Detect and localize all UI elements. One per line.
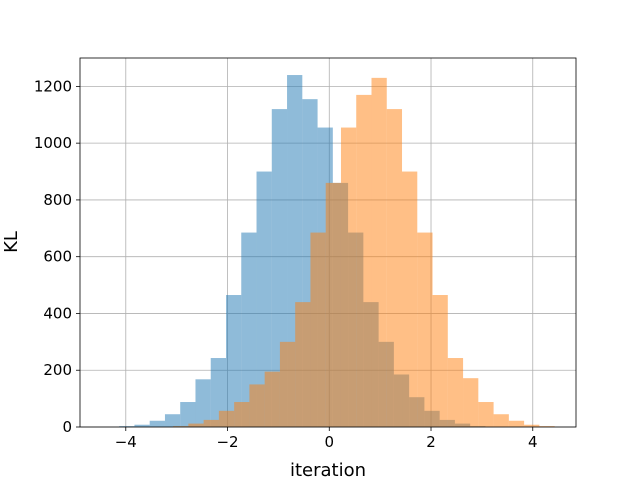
x-axis-ticks: −4 −2 0 2 4 [115, 427, 538, 451]
y-tick-label: 0 [62, 418, 72, 436]
histogram-bar [241, 232, 257, 427]
histogram-bar [180, 402, 196, 427]
histogram-bar [279, 341, 296, 427]
x-tick-label: −4 [115, 433, 137, 451]
histogram-bar [295, 302, 311, 427]
histogram-bar [203, 419, 219, 427]
y-tick-label: 1000 [34, 134, 72, 152]
histogram-bar [402, 171, 418, 427]
histogram-bar [249, 384, 265, 427]
x-tick-label: 4 [528, 433, 538, 451]
x-tick-label: −2 [216, 433, 238, 451]
histogram-bar [524, 424, 540, 427]
histogram-bar [134, 424, 150, 427]
histogram-bars [119, 75, 555, 428]
histogram-bar [173, 426, 189, 427]
histogram-bar [264, 371, 280, 427]
histogram-bar [356, 94, 372, 428]
y-axis-ticks: 0 200 400 600 800 1000 1200 [34, 77, 80, 436]
histogram-bar [195, 379, 211, 427]
histogram-bar [149, 420, 165, 427]
y-tick-label: 600 [43, 248, 72, 266]
histogram-bar [310, 232, 326, 427]
histogram-bar [119, 426, 135, 427]
y-tick-label: 400 [43, 304, 72, 322]
histogram-bar [226, 295, 242, 427]
histogram-bar [493, 414, 509, 427]
plot-frame [79, 57, 577, 428]
histogram-bar [325, 182, 341, 427]
histogram-bar [188, 423, 204, 427]
y-tick-label: 800 [43, 191, 72, 209]
x-tick-label: 2 [426, 433, 436, 451]
histogram-bar [539, 426, 555, 427]
y-tick-label: 1200 [34, 77, 72, 95]
histogram-bar [256, 171, 272, 427]
histogram-bar [417, 232, 433, 427]
histogram-bar [164, 414, 181, 427]
x-tick-label: 0 [324, 433, 334, 451]
histogram-bar [432, 295, 448, 427]
y-tick-label: 200 [43, 361, 72, 379]
histogram-bar [340, 127, 357, 428]
histogram-bar [210, 358, 227, 427]
histogram-bar [478, 402, 494, 427]
y-axis-label: KL [1, 231, 22, 253]
histogram-bar [447, 358, 464, 427]
x-axis-label: iteration [290, 460, 366, 480]
series-2-bars [173, 77, 555, 428]
histogram-bar [463, 378, 479, 427]
histogram-bar [371, 77, 387, 427]
histogram-bar [386, 109, 403, 427]
histogram-bar [508, 420, 525, 427]
histogram-bar [218, 410, 235, 427]
histogram-bar [234, 402, 250, 427]
